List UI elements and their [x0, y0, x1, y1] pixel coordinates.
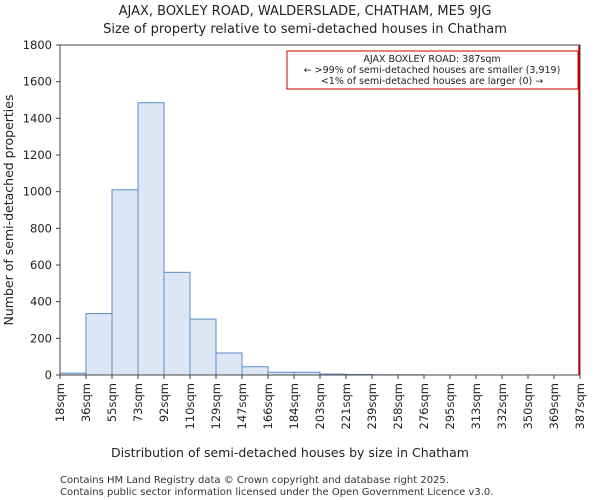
- x-tick-label: 239sqm: [365, 383, 379, 429]
- x-tick-label: 369sqm: [547, 383, 561, 429]
- annotation-line-1: AJAX BOXLEY ROAD: 387sqm: [363, 54, 500, 65]
- x-axis-ticks: 18sqm 36sqm 55sqm 73sqm 92sqm 110sqm 129sqm 147…: [53, 375, 587, 429]
- annotation-line-2: ← >99% of semi-detached houses are small…: [304, 65, 561, 76]
- bar-73sqm: [137, 102, 165, 376]
- y-axis-ticks: 0 200 400 600 800 1000 1200 1400 1600 1800: [23, 38, 60, 382]
- y-tick-label: 1400: [23, 111, 52, 125]
- x-tick-label: 203sqm: [313, 383, 327, 429]
- bar-36sqm: [85, 313, 113, 376]
- x-tick-label: 387sqm: [573, 383, 587, 429]
- x-tick-label: 73sqm: [131, 383, 145, 422]
- bar-110sqm: [189, 318, 217, 376]
- annotation-box: AJAX BOXLEY ROAD: 387sqm ← >99% of semi-…: [286, 50, 579, 90]
- bar-55sqm: [111, 189, 139, 376]
- bar-147sqm: [241, 366, 269, 376]
- bar-series: [59, 102, 425, 376]
- y-tick-label: 400: [30, 295, 52, 309]
- annotation-line-3: <1% of semi-detached houses are larger (…: [321, 76, 543, 87]
- y-tick-label: 0: [45, 368, 52, 382]
- y-axis-label: Number of semi-detached properties: [1, 95, 16, 326]
- x-tick-label: 332sqm: [495, 383, 509, 429]
- x-tick-label: 36sqm: [79, 383, 93, 422]
- x-tick-label: 110sqm: [183, 383, 197, 429]
- x-tick-label: 295sqm: [443, 383, 457, 429]
- x-tick-label: 129sqm: [209, 383, 223, 429]
- footer-line-1: Contains HM Land Registry data © Crown c…: [60, 475, 449, 486]
- x-tick-label: 276sqm: [417, 383, 431, 429]
- bar-92sqm: [163, 271, 191, 376]
- y-tick-label: 1200: [23, 148, 52, 162]
- y-tick-label: 1000: [23, 185, 52, 199]
- annotation-frame: [286, 50, 579, 90]
- x-tick-label: 166sqm: [261, 383, 275, 429]
- x-tick-label: 92sqm: [157, 383, 171, 422]
- x-tick-label: 147sqm: [235, 383, 249, 429]
- y-tick-label: 1800: [23, 38, 52, 52]
- x-tick-label: 221sqm: [339, 383, 353, 429]
- plot-frame: [59, 44, 581, 376]
- y-tick-label: 800: [30, 221, 52, 235]
- bar-129sqm: [215, 352, 243, 376]
- x-tick-label: 184sqm: [287, 383, 301, 429]
- x-axis-label: Distribution of semi-detached houses by …: [111, 445, 469, 460]
- x-tick-label: 258sqm: [391, 383, 405, 429]
- chart-title: AJAX, BOXLEY ROAD, WALDERSLADE, CHATHAM,…: [119, 4, 492, 19]
- x-tick-label: 55sqm: [105, 383, 119, 422]
- y-tick-label: 200: [30, 331, 52, 345]
- footer-line-2: Contains public sector information licen…: [60, 487, 493, 498]
- y-tick-label: 600: [30, 258, 52, 272]
- x-tick-label: 18sqm: [53, 383, 67, 422]
- x-tick-label: 313sqm: [469, 383, 483, 429]
- y-tick-label: 1600: [23, 75, 52, 89]
- x-tick-label: 350sqm: [521, 383, 535, 429]
- chart-subtitle: Size of property relative to semi-detach…: [103, 22, 507, 37]
